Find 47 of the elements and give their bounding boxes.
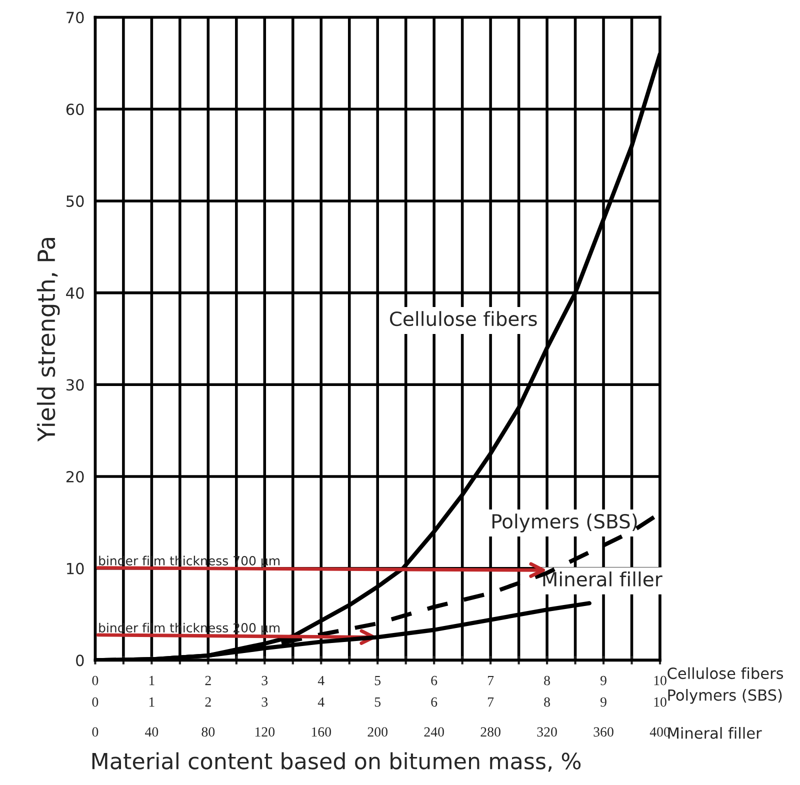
- x2-tick-label: 120: [255, 727, 275, 737]
- series-label: Mineral filler: [543, 571, 662, 587]
- text: 10: [654, 697, 666, 707]
- y-tick-label: 10: [67, 562, 84, 574]
- x2-tick-label: 240: [424, 727, 444, 737]
- y-tick-label: 40: [66, 287, 84, 299]
- text: Material content based on bitumen mass, %: [92, 752, 581, 772]
- y-tick-label: 0: [76, 654, 84, 666]
- x-tick-label: 5: [374, 676, 381, 686]
- y-tick-label: 60: [66, 104, 84, 116]
- text: 7: [488, 697, 494, 707]
- x2-tick-label: 320: [537, 727, 557, 737]
- series-label: Polymers (SBS): [492, 514, 637, 532]
- x-tick-label: 1: [149, 676, 154, 686]
- x-tick-label: 8: [544, 676, 550, 686]
- text: 8: [544, 697, 550, 707]
- x2-tick-label: 280: [480, 727, 500, 737]
- x-tick-label: 4: [318, 676, 324, 686]
- x-tick-label: 3: [262, 676, 268, 686]
- y-tick-label: 30: [66, 379, 84, 391]
- text: 5: [374, 697, 381, 707]
- text: 3: [262, 697, 268, 707]
- x-tick-label: 6: [431, 676, 438, 686]
- x2-axis-title: Mineral filler: [668, 727, 762, 739]
- x-tick-label: 7: [488, 676, 494, 686]
- x-axis-title: Cellulose fibers Polymers (SBS): [668, 667, 784, 704]
- y-tick-label: 50: [66, 195, 84, 207]
- series-label: Cellulose fibers: [390, 311, 537, 326]
- text: 2: [205, 697, 211, 707]
- x-tick-label: 10: [654, 676, 666, 686]
- x2-tick-label: 360: [594, 727, 614, 737]
- x2-tick-label: 80: [202, 727, 215, 737]
- text: 9: [600, 697, 606, 707]
- x2-tick-label: 160: [312, 727, 332, 737]
- x-tick-label: 0: [92, 676, 98, 686]
- x2-tick-label: 200: [368, 727, 388, 737]
- y-tick-label: 20: [66, 470, 84, 483]
- x2-tick-label: 0: [92, 727, 98, 737]
- x-tick-label: 9: [600, 676, 606, 686]
- x2-tick-label: 40: [145, 727, 158, 737]
- y-axis-title: Yield strength, Pa: [36, 238, 60, 442]
- text: 4: [318, 697, 324, 707]
- text: 1: [149, 697, 154, 707]
- y-tick-label: 70: [66, 12, 84, 24]
- text: 6: [431, 697, 438, 707]
- x-tick-label: 2: [205, 676, 211, 686]
- text: 0: [92, 697, 98, 707]
